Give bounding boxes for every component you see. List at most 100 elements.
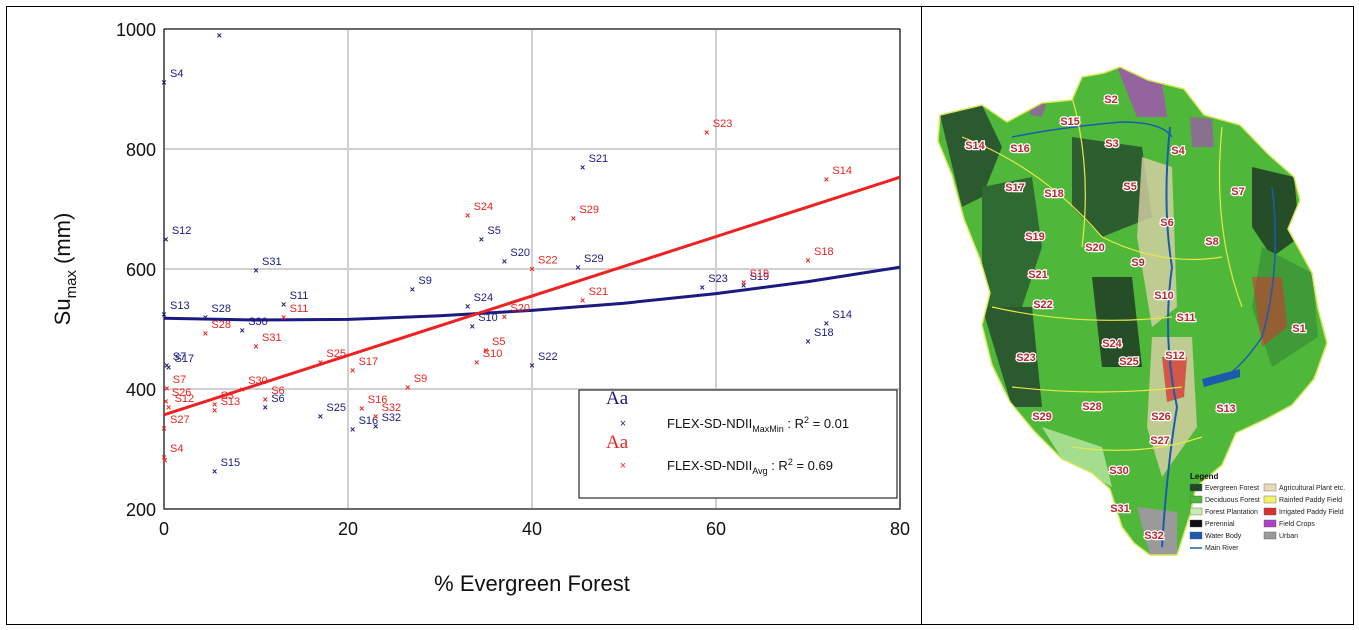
map-legend-label: Field Crops (1279, 521, 1315, 528)
subcatchment-label: S11 (1177, 312, 1196, 324)
map-legend-label: Urban (1279, 533, 1298, 540)
point-label-maxmin: S4 (170, 68, 183, 80)
point-marker-avg: × (164, 383, 169, 393)
map-legend-title: Legend (1190, 472, 1219, 481)
subcatchment-label: S17 (1005, 182, 1025, 194)
point-marker-maxmin: × (212, 467, 217, 477)
map-legend-swatch (1263, 519, 1277, 528)
point-marker-maxmin: × (166, 362, 171, 372)
point-marker-maxmin: × (700, 283, 705, 293)
subcatchment-label: S2 (1104, 94, 1117, 106)
point-label-avg: S17 (359, 356, 379, 368)
point-label-avg: S22 (538, 254, 558, 266)
map-legend-swatch (1263, 507, 1277, 516)
map-legend-swatch (1263, 483, 1277, 492)
map-legend-label: Rainfed Paddy Field (1279, 497, 1342, 504)
point-label-maxmin: S25 (326, 402, 346, 414)
plot-area (163, 28, 901, 510)
subcatchment-label: S5 (1123, 181, 1136, 193)
point-marker-avg: × (212, 406, 217, 416)
map-legend-swatch (1263, 531, 1277, 540)
point-marker-maxmin: × (161, 310, 166, 320)
subcatchment-label: S32 (1144, 530, 1164, 542)
subcatchment-label: S21 (1028, 269, 1048, 281)
subcatchment-label: S30 (1109, 465, 1129, 477)
point-marker-maxmin: × (741, 281, 746, 291)
point-marker-avg: × (203, 329, 208, 339)
point-label-avg: S19 (750, 268, 770, 280)
point-label-avg: S9 (414, 373, 427, 385)
map-legend-swatch (1263, 495, 1277, 504)
y-tick-label: 200 (126, 500, 156, 520)
subcatchment-label: S1 (1292, 323, 1305, 335)
point-marker-maxmin: × (163, 235, 168, 245)
y-tick-label: 1000 (116, 20, 156, 40)
point-label-avg: S13 (221, 396, 241, 408)
map-legend-label: Forest Plantation (1205, 509, 1258, 516)
legend-maxmin-sub: MaxMin (752, 424, 784, 434)
point-marker-avg: × (163, 397, 168, 407)
point-label-avg: S30 (248, 375, 268, 387)
point-label-maxmin: S17 (175, 353, 195, 365)
point-marker-avg: × (161, 424, 166, 434)
point-label-maxmin: S13 (170, 300, 190, 312)
axis-ticks: 0 20 40 60 80 200 400 600 800 1000 (116, 20, 910, 539)
y-axis-label-unit: (mm) (50, 213, 75, 270)
subcatchment-label: S4 (1171, 145, 1185, 157)
point-label-avg: S24 (474, 201, 494, 213)
point-label-avg: S11 (290, 303, 309, 315)
point-label-maxmin: S9 (418, 275, 431, 287)
point-label-maxmin: S5 (487, 225, 500, 237)
point-marker-avg: × (704, 128, 709, 138)
legend: Aa × FLEX-SD-NDIIMaxMin : R2 = 0.01 Aa ×… (578, 388, 898, 499)
legend-marker-avg: × (620, 460, 626, 472)
point-marker-maxmin: × (824, 319, 829, 329)
point-marker-maxmin: × (164, 361, 169, 371)
point-label-maxmin: S23 (708, 273, 728, 285)
point-marker-avg: × (483, 346, 488, 356)
point-marker-maxmin: × (253, 266, 258, 276)
subcatchment-label: S7 (1231, 186, 1244, 198)
legend-entry-avg: FLEX-SD-NDIIAvg : R2 = 0.69 (667, 457, 833, 476)
point-label-avg: S26 (172, 387, 192, 399)
map-legend: Legend Evergreen Forest Agricultural Plan… (1189, 472, 1345, 552)
point-marker-avg: × (474, 358, 479, 368)
point-marker-maxmin: × (263, 403, 268, 413)
catchment-fill (938, 67, 1327, 555)
point-label-maxmin: S28 (211, 303, 231, 315)
map-legend-label: Evergreen Forest (1205, 485, 1259, 492)
point-marker-maxmin: × (529, 361, 534, 371)
subcatchment-label: S26 (1151, 411, 1171, 423)
point-label-avg: S29 (579, 204, 599, 216)
point-label-avg: S5 (492, 336, 505, 348)
subcatchment-label: S12 (1165, 350, 1185, 362)
point-label-avg: S6 (271, 385, 284, 397)
y-tick-label: 600 (126, 260, 156, 280)
point-marker-avg: × (161, 452, 166, 462)
legend-sample-avg: Aa (606, 432, 629, 453)
point-marker-avg: × (571, 214, 576, 224)
point-marker-avg: × (741, 278, 746, 288)
point-label-maxmin: S19 (750, 271, 770, 283)
x-tick-label: 0 (159, 519, 169, 539)
point-marker-maxmin: × (318, 412, 323, 422)
point-marker-maxmin: × (410, 284, 415, 294)
point-marker-avg: × (373, 412, 378, 422)
legend-maxmin-prefix: : R (784, 416, 804, 431)
subcatchment-label: S15 (1060, 116, 1080, 128)
point-marker-avg: × (580, 296, 585, 306)
trend-lines (163, 175, 901, 417)
subcatchment-label: S31 (1110, 503, 1130, 515)
subcatchment-label: S20 (1085, 242, 1105, 254)
y-tick-label: 400 (126, 380, 156, 400)
point-label-maxmin: S12 (172, 225, 192, 237)
point-marker-maxmin: × (203, 313, 208, 323)
point-label-avg: S16 (368, 394, 388, 406)
point-marker-maxmin: × (580, 163, 585, 173)
point-label-maxmin: S29 (584, 253, 604, 265)
point-marker-avg: × (212, 400, 217, 410)
subcatchment-label: S18 (1044, 188, 1064, 200)
